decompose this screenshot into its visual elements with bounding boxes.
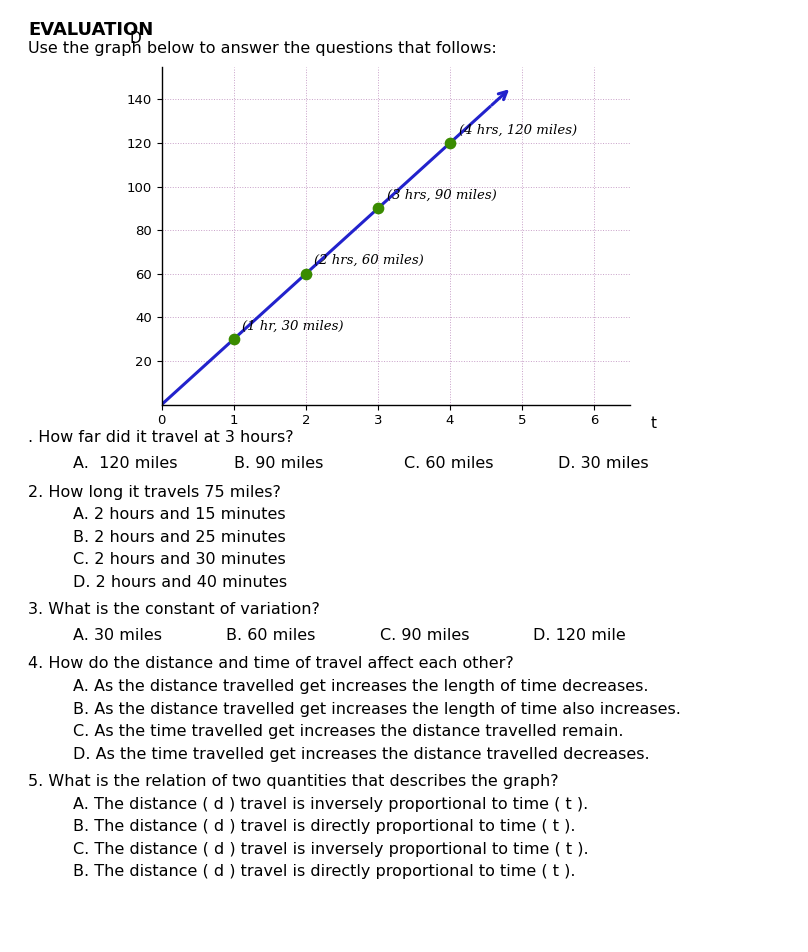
- Text: (1 hr, 30 miles): (1 hr, 30 miles): [242, 320, 344, 332]
- Text: A. The distance ( d ) travel is inversely proportional to time ( t ).: A. The distance ( d ) travel is inversel…: [73, 797, 588, 812]
- Text: B. 90 miles: B. 90 miles: [234, 456, 324, 471]
- Point: [372, 201, 385, 216]
- Text: A. 30 miles: A. 30 miles: [73, 627, 162, 643]
- Text: C. As the time travelled get increases the distance travelled remain.: C. As the time travelled get increases t…: [73, 724, 623, 739]
- Text: B. The distance ( d ) travel is directly proportional to time ( t ).: B. The distance ( d ) travel is directly…: [73, 864, 575, 880]
- Text: D. 120 mile: D. 120 mile: [533, 627, 626, 643]
- Text: B. 60 miles: B. 60 miles: [226, 627, 316, 643]
- Text: A. As the distance travelled get increases the length of time decreases.: A. As the distance travelled get increas…: [73, 679, 648, 694]
- Text: Use the graph below to answer the questions that follows:: Use the graph below to answer the questi…: [28, 41, 497, 56]
- Text: (4 hrs, 120 miles): (4 hrs, 120 miles): [459, 124, 577, 136]
- Text: A.  120 miles: A. 120 miles: [73, 456, 177, 471]
- Text: 4. How do the distance and time of travel affect each other?: 4. How do the distance and time of trave…: [28, 657, 514, 671]
- Text: t: t: [650, 416, 656, 431]
- Point: [299, 267, 312, 282]
- Text: B. As the distance travelled get increases the length of time also increases.: B. As the distance travelled get increas…: [73, 702, 680, 717]
- Text: B. 2 hours and 25 minutes: B. 2 hours and 25 minutes: [73, 529, 285, 545]
- Point: [227, 331, 240, 347]
- Text: D: D: [130, 31, 141, 47]
- Text: 5. What is the relation of two quantities that describes the graph?: 5. What is the relation of two quantitie…: [28, 774, 559, 789]
- Text: C. 2 hours and 30 minutes: C. 2 hours and 30 minutes: [73, 552, 285, 567]
- Text: (3 hrs, 90 miles): (3 hrs, 90 miles): [386, 188, 496, 202]
- Text: A. 2 hours and 15 minutes: A. 2 hours and 15 minutes: [73, 507, 285, 522]
- Point: [444, 135, 457, 150]
- Text: C. The distance ( d ) travel is inversely proportional to time ( t ).: C. The distance ( d ) travel is inversel…: [73, 842, 588, 857]
- Text: D. 2 hours and 40 minutes: D. 2 hours and 40 minutes: [73, 575, 287, 589]
- Text: C. 60 miles: C. 60 miles: [404, 456, 494, 471]
- Text: 2. How long it travels 75 miles?: 2. How long it travels 75 miles?: [28, 485, 281, 500]
- Text: . How far did it travel at 3 hours?: . How far did it travel at 3 hours?: [28, 430, 294, 446]
- Text: C. 90 miles: C. 90 miles: [380, 627, 469, 643]
- Text: D. 30 miles: D. 30 miles: [558, 456, 648, 471]
- Text: (2 hrs, 60 miles): (2 hrs, 60 miles): [314, 254, 424, 268]
- Text: EVALUATION: EVALUATION: [28, 21, 154, 39]
- Text: D. As the time travelled get increases the distance travelled decreases.: D. As the time travelled get increases t…: [73, 746, 650, 762]
- Text: B. The distance ( d ) travel is directly proportional to time ( t ).: B. The distance ( d ) travel is directly…: [73, 819, 575, 834]
- Text: 3. What is the constant of variation?: 3. What is the constant of variation?: [28, 603, 320, 617]
